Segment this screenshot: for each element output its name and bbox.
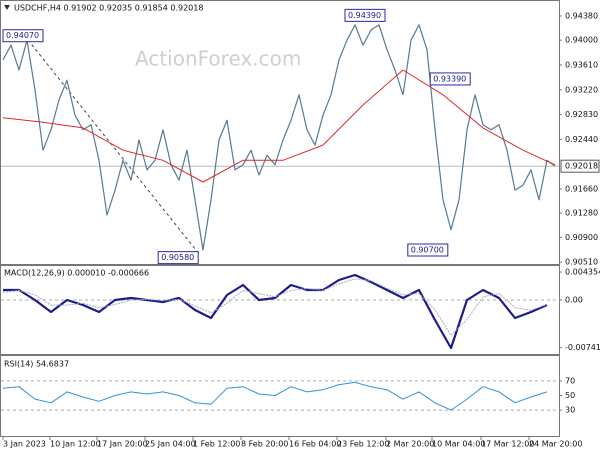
y-tick-label: 0.91280 (565, 209, 598, 218)
annotation-box (344, 8, 386, 22)
y-tick-label: 70 (565, 376, 575, 385)
y-tick-label: 0.91660 (565, 184, 598, 193)
y-tick-label: 0.94380 (565, 11, 598, 20)
x-tick-label: 3 Jan 2023 (3, 440, 46, 449)
x-tick-label: 2 Mar 20:00 (386, 440, 434, 449)
y-tick-label: 0.94000 (565, 36, 598, 45)
annotation-label: 0.94390 (348, 11, 381, 20)
y-tick-label: 0.90900 (565, 233, 598, 242)
x-tick-label: 17 Mar 12:00 (481, 440, 534, 449)
current-price-label: 0.92018 (565, 162, 598, 171)
y-tick-label: 0.90510 (565, 258, 598, 267)
y-tick-label: 0.92440 (565, 135, 598, 144)
x-tick-label: 16 Feb 04:00 (289, 440, 341, 449)
series-line (2, 69, 556, 183)
macd-panel (0, 265, 560, 355)
x-tick-label: 25 Jan 04:00 (145, 440, 196, 449)
x-tick-label: 10 Mar 04:00 (432, 440, 485, 449)
y-tick-label: 0.00 (565, 296, 583, 305)
x-tick-label: 24 Mar 20:00 (529, 440, 582, 449)
rsi-panel (0, 355, 560, 437)
y-tick-label: -0.007417 (565, 343, 600, 352)
panel-title: MACD(12,26,9) 0.000010 -0.000666 (4, 269, 149, 278)
watermark: ActionForex.com (135, 47, 301, 71)
panel-title: USDCHF,H4 0.91902 0.92035 0.91854 0.9201… (14, 4, 203, 13)
menu-icon (4, 5, 10, 10)
annotation-label: 0.93390 (433, 74, 466, 83)
annotation-box (429, 72, 471, 86)
series-line (2, 381, 548, 411)
current-price-box (560, 159, 600, 173)
y-tick-label: 30 (565, 406, 575, 415)
x-tick-label: 8 Feb 20:00 (241, 440, 288, 449)
annotation-box (407, 243, 449, 257)
annotation-box (157, 251, 199, 265)
y-tick-label: 0.92830 (565, 110, 598, 119)
series-line (3, 273, 548, 350)
annotation-label: 0.90700 (411, 246, 444, 255)
x-tick-label: 10 Jan 12:00 (50, 440, 101, 449)
price-panel (0, 0, 560, 265)
annotation-label: 0.94070 (6, 31, 39, 40)
panel-title: RSI(14) 54.6837 (4, 360, 69, 369)
y-tick-label: 0.93220 (565, 85, 598, 94)
y-tick-label: 50 (565, 391, 575, 400)
x-tick-label: 23 Feb 12:00 (337, 440, 389, 449)
y-tick-label: 0.004354 (565, 268, 600, 277)
series-line (2, 278, 548, 336)
series-line (2, 24, 556, 251)
y-tick-label: 0.93610 (565, 60, 598, 69)
annotation-box (2, 29, 44, 43)
x-tick-label: 17 Jan 20:00 (97, 440, 148, 449)
x-tick-label: 1 Feb 12:00 (193, 440, 240, 449)
trend-line (27, 39, 201, 256)
annotation-label: 0.90580 (161, 253, 194, 262)
